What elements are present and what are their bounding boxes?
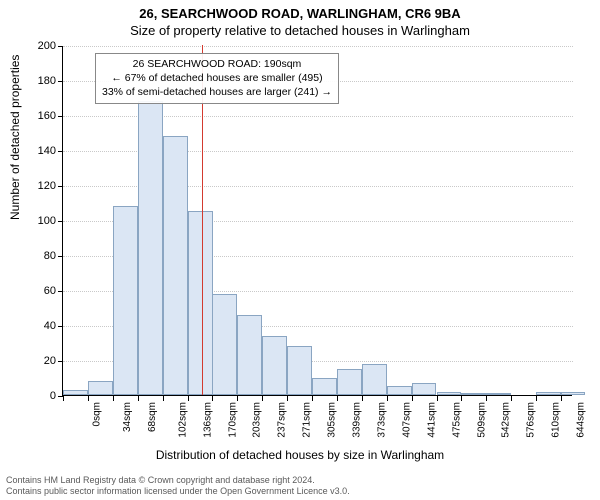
x-tick: [561, 396, 562, 401]
x-tick-label: 441sqm: [426, 402, 437, 438]
histogram-bar: [163, 136, 188, 395]
x-tick: [138, 396, 139, 401]
histogram-bar: [88, 381, 113, 395]
x-tick: [113, 396, 114, 401]
x-tick: [88, 396, 89, 401]
y-tick-label: 160: [16, 110, 56, 122]
x-tick-label: 203sqm: [252, 402, 263, 438]
x-tick-label: 542sqm: [500, 402, 511, 438]
histogram-bar: [237, 315, 262, 396]
x-tick-label: 644sqm: [575, 402, 586, 438]
y-tick: [58, 46, 63, 47]
x-tick: [237, 396, 238, 401]
annotation-box: 26 SEARCHWOOD ROAD: 190sqm← 67% of detac…: [95, 53, 339, 104]
x-tick-label: 475sqm: [451, 402, 462, 438]
x-tick: [412, 396, 413, 401]
footer-attribution: Contains HM Land Registry data © Crown c…: [6, 475, 350, 498]
histogram-bar: [113, 206, 138, 395]
y-tick-label: 80: [16, 250, 56, 262]
y-tick: [58, 186, 63, 187]
y-tick: [58, 221, 63, 222]
histogram-bar: [337, 369, 362, 395]
y-tick-label: 100: [16, 215, 56, 227]
x-tick: [312, 396, 313, 401]
histogram-chart: 0sqm34sqm68sqm102sqm136sqm170sqm203sqm23…: [62, 46, 572, 396]
x-tick-label: 339sqm: [351, 402, 362, 438]
y-tick: [58, 361, 63, 362]
y-tick: [58, 326, 63, 327]
x-tick: [437, 396, 438, 401]
annotation-line: 33% of semi-detached houses are larger (…: [102, 85, 332, 99]
x-tick: [63, 396, 64, 401]
x-tick-label: 237sqm: [276, 402, 287, 438]
y-tick-label: 60: [16, 285, 56, 297]
histogram-bar: [461, 393, 486, 395]
annotation-line: 26 SEARCHWOOD ROAD: 190sqm: [102, 57, 332, 71]
footer-line-2: Contains public sector information licen…: [6, 486, 350, 497]
x-tick-label: 576sqm: [525, 402, 536, 438]
y-tick: [58, 151, 63, 152]
x-tick-label: 34sqm: [122, 402, 133, 432]
x-tick-label: 305sqm: [326, 402, 337, 438]
histogram-bar: [63, 390, 88, 395]
x-tick: [486, 396, 487, 401]
x-tick-label: 68sqm: [147, 402, 158, 432]
x-tick-label: 373sqm: [376, 402, 387, 438]
y-tick-label: 20: [16, 355, 56, 367]
histogram-bar: [561, 392, 586, 396]
x-tick: [163, 396, 164, 401]
x-tick-label: 102sqm: [177, 402, 188, 438]
plot-area: 0sqm34sqm68sqm102sqm136sqm170sqm203sqm23…: [62, 46, 572, 396]
x-tick-label: 0sqm: [91, 402, 102, 426]
histogram-bar: [536, 392, 561, 396]
x-tick: [461, 396, 462, 401]
y-tick: [58, 291, 63, 292]
y-tick: [58, 116, 63, 117]
histogram-bar: [412, 383, 437, 395]
histogram-bar: [188, 211, 213, 395]
x-tick: [337, 396, 338, 401]
x-axis-label: Distribution of detached houses by size …: [0, 448, 600, 462]
page-title: 26, SEARCHWOOD ROAD, WARLINGHAM, CR6 9BA: [0, 0, 600, 21]
y-tick-label: 200: [16, 40, 56, 52]
histogram-bar: [138, 101, 163, 395]
y-tick-label: 0: [16, 390, 56, 402]
page-subtitle: Size of property relative to detached ho…: [0, 21, 600, 42]
x-tick: [536, 396, 537, 401]
x-tick-label: 170sqm: [227, 402, 238, 438]
y-tick-label: 180: [16, 75, 56, 87]
x-tick: [362, 396, 363, 401]
x-tick: [188, 396, 189, 401]
y-tick-label: 140: [16, 145, 56, 157]
y-tick: [58, 256, 63, 257]
x-tick: [262, 396, 263, 401]
y-tick-label: 120: [16, 180, 56, 192]
x-tick-label: 407sqm: [401, 402, 412, 438]
histogram-bar: [387, 386, 412, 395]
x-tick-label: 271sqm: [301, 402, 312, 438]
y-tick: [58, 81, 63, 82]
x-tick-label: 136sqm: [202, 402, 213, 438]
histogram-bar: [262, 336, 287, 396]
x-tick: [287, 396, 288, 401]
histogram-bar: [212, 294, 237, 396]
footer-line-1: Contains HM Land Registry data © Crown c…: [6, 475, 350, 486]
histogram-bar: [312, 378, 337, 396]
gridline: [63, 46, 573, 47]
histogram-bar: [437, 392, 462, 396]
histogram-bar: [287, 346, 312, 395]
y-tick-label: 40: [16, 320, 56, 332]
x-tick: [212, 396, 213, 401]
x-tick: [387, 396, 388, 401]
annotation-line: ← 67% of detached houses are smaller (49…: [102, 71, 332, 85]
x-tick-label: 509sqm: [476, 402, 487, 438]
histogram-bar: [486, 393, 511, 395]
x-tick-label: 610sqm: [550, 402, 561, 438]
x-tick: [511, 396, 512, 401]
histogram-bar: [362, 364, 387, 396]
